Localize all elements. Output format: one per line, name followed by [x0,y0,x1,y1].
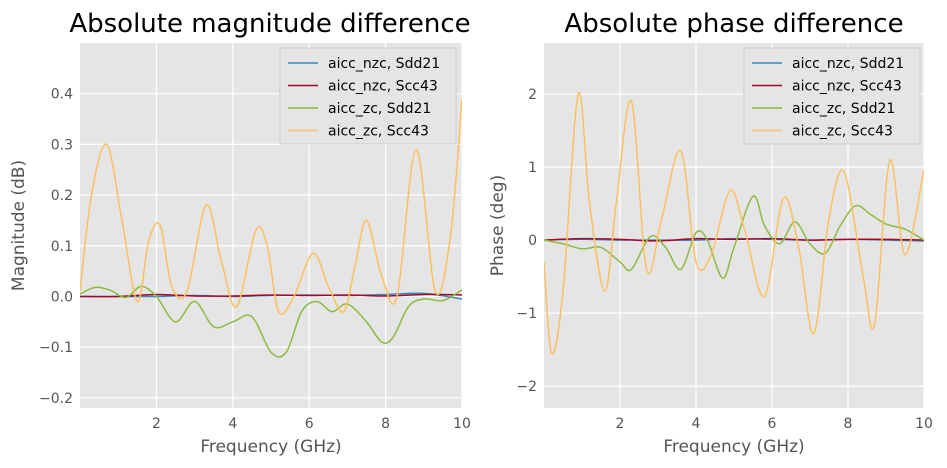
x-tick-label: 8 [381,416,390,432]
y-tick-label: 0 [528,233,537,249]
x-tick-label: 6 [305,416,314,432]
x-tick-label: 4 [692,416,701,432]
chart-title: Absolute phase difference [564,9,903,39]
x-axis-label: Frequency (GHz) [200,437,341,457]
y-tick-label: 1 [528,160,537,176]
y-tick-label: −0.1 [39,340,73,356]
legend: aicc_nzc, Sdd21 aicc_nzc, Scc43 aicc_zc, S… [279,47,457,145]
x-tick-label: 10 [915,416,933,432]
series-lines [544,91,924,355]
x-tick-label: 2 [616,416,625,432]
legend-entry: aicc_nzc, Sdd21 [328,56,440,72]
legend: aicc_nzc, Sdd21 aicc_nzc, Scc43 aicc_zc, S… [743,47,921,145]
chart-title: Absolute magnitude difference [69,9,470,39]
x-tick-label: 10 [453,416,471,432]
series-line [544,195,924,279]
series-line [80,285,462,358]
legend-entry: aicc_zc, Sdd21 [328,101,431,117]
chart-panel-1: 2 4 6 8 10 −0.2 −0.1 0.0 0.1 0.2 0.3 0.4 Absolute ma… [9,9,471,457]
legend-entry: aicc_nzc, Scc43 [328,79,438,95]
x-tick-label: 4 [228,416,237,432]
chart-panel-2: 2 4 6 8 10 −2 −1 0 1 2 Absolute phase difference Fr… [488,9,933,457]
x-tick-label: 8 [844,416,853,432]
y-tick-label: −0.2 [39,391,73,407]
legend-entry: aicc_zc, Scc43 [328,124,429,140]
y-tick-label: 0.1 [51,239,73,255]
y-tick-label: 0.4 [51,87,73,103]
x-axis-label: Frequency (GHz) [663,437,804,457]
legend-box [279,47,457,145]
y-tick-label: 0.3 [51,137,73,153]
x-tick-label: 2 [152,416,161,432]
y-tick-label: −2 [516,379,537,395]
y-axis-label: Phase (deg) [488,175,508,276]
y-tick-label: 0.0 [51,289,73,305]
series-line [544,237,924,242]
series-line [544,91,924,355]
y-tick-label: −1 [516,306,537,322]
legend-entry: aicc_nzc, Scc43 [792,79,902,95]
y-tick-label: 2 [528,87,537,103]
legend-entry: aicc_zc, Sdd21 [792,101,895,117]
y-tick-label: 0.2 [51,188,73,204]
legend-box [743,47,921,145]
y-axis-label: Magnitude (dB) [9,160,29,291]
series-lines [80,98,462,358]
legend-entry: aicc_nzc, Sdd21 [792,56,904,72]
x-tick-label: 6 [768,416,777,432]
series-line [80,98,462,315]
legend-entry: aicc_zc, Scc43 [792,124,893,140]
